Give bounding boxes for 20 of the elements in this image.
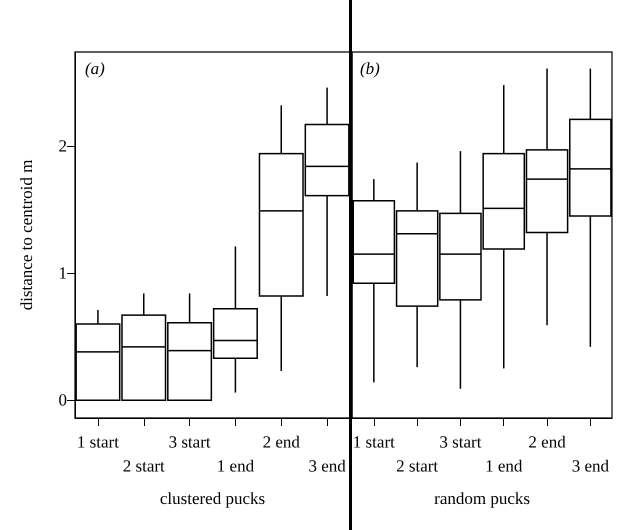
x-axis-title: clustered pucks [160, 489, 266, 508]
y-tick-label: 1 [58, 264, 67, 283]
annotation: (a) [85, 59, 106, 78]
x-axis-title: random pucks [434, 489, 530, 508]
x-tick-label: 3 end [572, 456, 610, 476]
x-tick-label: 1 end [216, 456, 255, 476]
x-tick-label: 2 start [396, 456, 438, 476]
x-tick-label: 1 start [352, 432, 396, 452]
y-tick-label: 0 [58, 390, 67, 410]
x-tick-label: 2 start [122, 456, 166, 476]
x-tick-label: 3 end [308, 456, 346, 476]
x-tick-label: 3 start [168, 432, 211, 452]
x-tick-label: 2 end [528, 432, 566, 452]
y-axis-title: distance to centroid m [17, 160, 36, 310]
x-tick-label: 1 start [76, 432, 120, 452]
x-tick-label: 3 start [439, 432, 482, 452]
x-tick-label: 1 end [485, 456, 523, 476]
annotation: (b) [360, 59, 380, 78]
x-tick-label: 2 end [262, 432, 300, 452]
y-tick-label: 2 [58, 136, 67, 156]
